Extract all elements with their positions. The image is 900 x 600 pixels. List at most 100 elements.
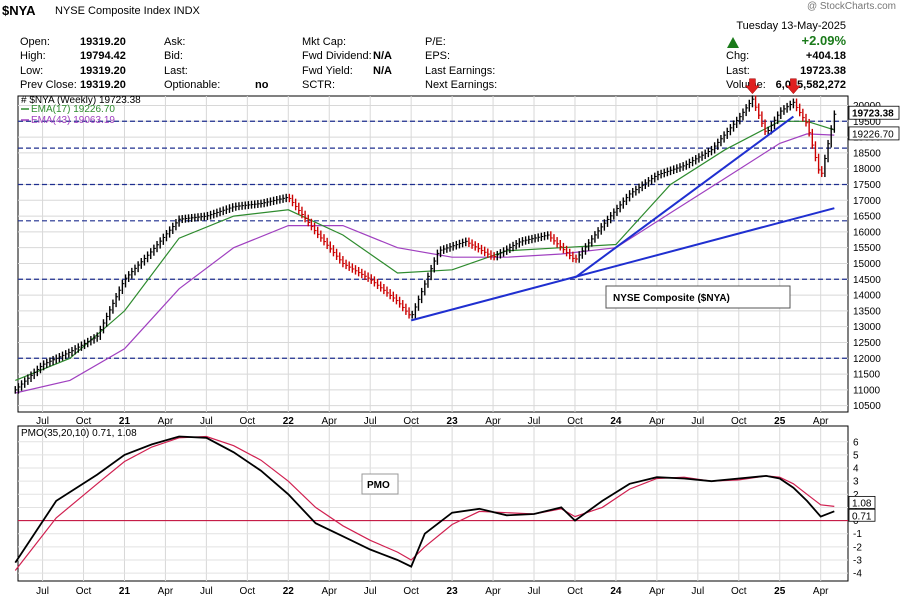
price-x-tick-label: Oct: [731, 416, 747, 427]
pmo-x-tick-label: Apr: [321, 586, 337, 597]
index-full-name: NYSE Composite Index INDX: [55, 5, 200, 17]
ema43-line: [15, 133, 835, 394]
low-value: 19319.20: [80, 65, 126, 77]
price-y-tick-label: 13000: [853, 322, 881, 333]
price-x-tick-label: Apr: [485, 416, 501, 427]
up-triangle-icon: [727, 35, 739, 53]
mkt-cap-label: Mkt Cap:: [302, 36, 347, 48]
pmo-last-value-tag: 1.08: [852, 498, 872, 509]
price-panel: Jul Oct 21 Apr Jul Oct 22 Apr Jul Oct 23 Apr Jul Oct 2…: [14, 78, 900, 427]
change-percent: +2.09%: [801, 33, 846, 48]
last-value-tag: 19226.70: [852, 129, 894, 140]
price-y-tick-label: 15000: [853, 259, 881, 270]
last-price-value: 19723.38: [800, 65, 846, 77]
price-y-tick-label: 18500: [853, 148, 881, 159]
price-x-tick-label: Oct: [76, 416, 92, 427]
price-x-tick-label: Jul: [691, 416, 704, 427]
pmo-x-tick-label: Jul: [364, 586, 377, 597]
sctr-label: SCTR:: [302, 79, 335, 91]
pmo-x-tick-label: Jul: [691, 586, 704, 597]
legend-ema17: EMA(17) 19226.70: [31, 104, 115, 115]
pmo-x-tick-label: Oct: [731, 586, 747, 597]
pmo-y-tick-label: 2: [853, 490, 859, 501]
price-x-tick-label: Jul: [36, 416, 49, 427]
eps-label: EPS:: [425, 50, 451, 62]
pmo-x-tick-label: 22: [283, 586, 295, 597]
pmo-line: [14, 435, 835, 568]
down-arrow-icon: [744, 78, 760, 95]
trendline: [410, 207, 835, 322]
price-x-tick-label: Oct: [403, 416, 419, 427]
pmo-x-tick-label: Oct: [403, 586, 419, 597]
pmo-x-tick-label: Apr: [158, 586, 174, 597]
pmo-x-tick-label: Apr: [649, 586, 665, 597]
pmo-y-tick-label: 5: [853, 450, 859, 461]
last-value-tag-box: [848, 105, 900, 120]
last-value-tag-box: [848, 126, 900, 141]
price-x-tick-label: Oct: [567, 416, 583, 427]
chg-value: +404.18: [805, 50, 846, 62]
pmo-x-tick-label: Apr: [813, 586, 829, 597]
pmo-legend: PMO(35,20,10) 0.71, 1.08: [21, 428, 137, 439]
pmo-x-tick-label: 23: [447, 586, 459, 597]
pmo-panel: Jul Oct 21 Apr Jul Oct 22 Apr Jul Oct 23 Apr Jul Oct 2…: [14, 425, 876, 597]
price-x-tick-label: Jul: [364, 416, 377, 427]
price-y-tick-label: 14500: [853, 275, 881, 286]
pmo-x-tick-label: 21: [119, 586, 131, 597]
pmo-annotation-box: [361, 473, 399, 495]
high-label: High:: [20, 50, 46, 62]
price-x-tick-label: 21: [119, 416, 131, 427]
last-label: Last:: [164, 65, 188, 77]
price-y-tick-label: 17500: [853, 180, 881, 191]
price-x-tick-label: Apr: [813, 416, 829, 427]
pmo-plot-frame: [17, 425, 849, 582]
down-arrow-icon: [785, 78, 801, 95]
fwd-yield-value: N/A: [373, 65, 392, 77]
pmo-x-tick-label: 24: [610, 586, 622, 597]
price-y-tick-label: 19500: [853, 117, 881, 128]
price-x-tick-label: Jul: [528, 416, 541, 427]
price-y-tick-label: 11500: [853, 370, 881, 381]
price-x-tick-label: 25: [774, 416, 786, 427]
pmo-last-value-tag-box: [848, 508, 876, 522]
pmo-x-tick-label: Oct: [76, 586, 92, 597]
pmo-y-tick-label: 4: [853, 464, 859, 475]
legend-ema43: EMA(43) 19063.19: [31, 115, 115, 126]
pmo-x-tick-label: Oct: [567, 586, 583, 597]
ticker-symbol: $NYA: [2, 3, 36, 18]
prev-close-label: Prev Close:: [20, 79, 77, 91]
price-plot-frame: [17, 95, 849, 413]
pmo-signal-line: [14, 435, 835, 571]
pmo-x-tick-label: Jul: [36, 586, 49, 597]
price-x-tick-label: Apr: [321, 416, 337, 427]
pmo-x-tick-label: Jul: [200, 586, 213, 597]
price-x-tick-label: 22: [283, 416, 295, 427]
pmo-y-tick-label: 3: [853, 477, 859, 488]
price-x-tick-label: 24: [610, 416, 622, 427]
stockcharts-watermark[interactable]: @ StockCharts.com: [806, 1, 896, 12]
price-x-tick-label: Apr: [158, 416, 174, 427]
price-y-tick-label: 10500: [853, 401, 881, 412]
fwd-yield-label: Fwd Yield:: [302, 65, 353, 77]
last-price-label: Last:: [726, 65, 750, 77]
pmo-y-tick-label: -4: [853, 569, 862, 580]
price-y-tick-label: 18000: [853, 164, 881, 175]
pmo-x-tick-label: 25: [774, 586, 786, 597]
prev-close-value: 19319.20: [80, 79, 126, 91]
optionable-value: no: [255, 79, 269, 91]
low-label: Low:: [20, 65, 44, 77]
ask-label: Ask:: [164, 36, 186, 48]
price-x-tick-label: Apr: [649, 416, 665, 427]
open-label: Open:: [20, 36, 50, 48]
optionable-label: Optionable:: [164, 79, 221, 91]
pmo-y-tick-label: -3: [853, 555, 862, 566]
price-y-tick-label: 12500: [853, 338, 881, 349]
price-y-tick-label: 14000: [853, 291, 881, 302]
bid-label: Bid:: [164, 50, 183, 62]
pmo-x-tick-label: Jul: [528, 586, 541, 597]
open-value: 19319.20: [80, 36, 126, 48]
ema17-line: [15, 120, 835, 381]
high-value: 19794.42: [80, 50, 126, 62]
pmo-annotation-text: PMO: [367, 480, 390, 491]
